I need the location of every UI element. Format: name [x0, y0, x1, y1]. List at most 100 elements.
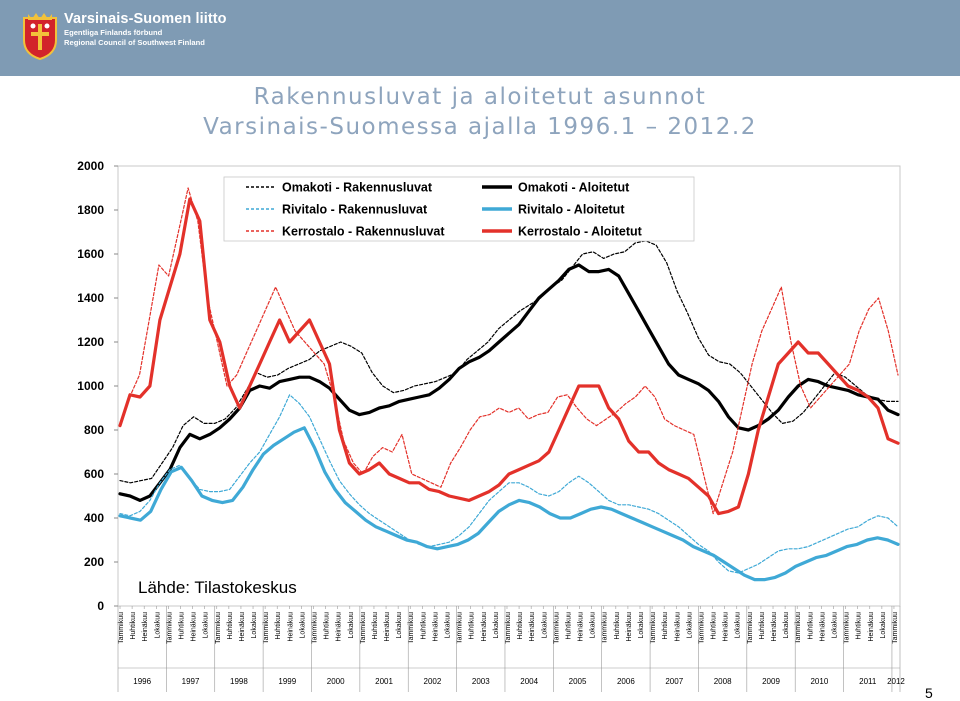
- x-year-label: 2007: [665, 677, 683, 686]
- x-month-tick-label: Heinäkuu: [191, 612, 198, 642]
- x-month-tick-label: Tammikuu: [215, 612, 222, 644]
- x-month-tick-label: Heinäkuu: [674, 612, 681, 642]
- x-month-tick-label: Heinäkuu: [287, 612, 294, 642]
- x-month-tick-label: Heinäkuu: [578, 612, 585, 642]
- x-month-tick-label: Tammikuu: [457, 612, 464, 644]
- x-year-label: 1996: [133, 677, 151, 686]
- x-month-tick-label: Tammikuu: [795, 612, 802, 644]
- x-month-tick-label: Huhtikuu: [227, 612, 234, 640]
- y-tick-label: 1800: [77, 203, 104, 217]
- x-month-tick-label: Lokakuu: [735, 612, 742, 639]
- x-month-tick-label: Huhtikuu: [275, 612, 282, 640]
- coat-of-arms-icon: [23, 13, 57, 60]
- legend: [223, 176, 695, 242]
- x-month-tick-label: Tammikuu: [263, 612, 270, 644]
- x-month-tick-label: Lokakuu: [396, 612, 403, 639]
- slide-title-line2: Varsinais-Suomessa ajalla 1996.1 – 2012.…: [203, 114, 757, 140]
- x-month-tick-label: Huhtikuu: [662, 612, 669, 640]
- source-note: Lähde: Tilastokeskus: [138, 578, 297, 597]
- header-bar: Varsinais-Suomen liitto Egentliga Finlan…: [0, 0, 960, 76]
- x-month-tick-label: Huhtikuu: [856, 612, 863, 640]
- x-month-tick-label: Lokakuu: [638, 612, 645, 639]
- x-month-tick-label: Tammikuu: [118, 612, 125, 644]
- y-tick-label: 2000: [77, 159, 104, 173]
- x-month-tick-label: Lokakuu: [445, 612, 452, 639]
- x-month-tick-label: Tammikuu: [892, 612, 899, 644]
- x-month-tick-label: Lokakuu: [686, 612, 693, 639]
- legend-label-kerrostalo-aloitetut: Kerrostalo - Aloitetut: [518, 225, 643, 239]
- legend-label-omakoti-rakennusluvat: Omakoti - Rakennusluvat: [282, 181, 433, 195]
- x-month-tick-label: Huhtikuu: [130, 612, 137, 640]
- x-year-label: 1998: [230, 677, 248, 686]
- x-month-tick-label: Tammikuu: [312, 612, 319, 644]
- x-month-tick-label: Tammikuu: [650, 612, 657, 644]
- x-month-tick-label: Huhtikuu: [517, 612, 524, 640]
- y-tick-label: 600: [84, 467, 104, 481]
- y-tick-label: 1400: [77, 291, 104, 305]
- x-month-tick-label: Lokakuu: [154, 612, 161, 639]
- x-year-label: 1999: [278, 677, 296, 686]
- x-month-tick-label: Tammikuu: [844, 612, 851, 644]
- x-month-tick-label: Huhtikuu: [711, 612, 718, 640]
- x-year-label: 2010: [810, 677, 828, 686]
- y-tick-label: 400: [84, 511, 104, 525]
- org-name-fi: Varsinais-Suomen liitto: [64, 11, 227, 27]
- y-tick-label: 0: [97, 599, 104, 613]
- x-month-tick-label: Huhtikuu: [614, 612, 621, 640]
- x-month-tick-label: Huhtikuu: [807, 612, 814, 640]
- legend-label-omakoti-aloitetut: Omakoti - Aloitetut: [518, 181, 630, 195]
- x-year-label: 2011: [859, 677, 877, 686]
- x-month-tick-label: Heinäkuu: [384, 612, 391, 642]
- x-month-tick-label: Tammikuu: [505, 612, 512, 644]
- x-year-label: 2004: [520, 677, 538, 686]
- org-name-sv: Egentliga Finlands förbund: [64, 28, 163, 37]
- x-month-tick-label: Huhtikuu: [469, 612, 476, 640]
- x-month-tick-label: Lokakuu: [299, 612, 306, 639]
- x-year-label: 2012: [887, 677, 905, 686]
- x-month-tick-label: Heinäkuu: [819, 612, 826, 642]
- x-month-tick-label: Tammikuu: [553, 612, 560, 644]
- series-line-kerrostalo-aloitetut: [118, 197, 900, 516]
- slide-title-line1: Rakennusluvat ja aloitetut asunnot: [253, 84, 707, 110]
- x-month-tick-label: Huhtikuu: [420, 612, 427, 640]
- x-year-label: 2005: [569, 677, 587, 686]
- x-month-tick-label: Lokakuu: [590, 612, 597, 639]
- x-year-label: 2003: [472, 677, 490, 686]
- x-month-tick-label: Heinäkuu: [529, 612, 536, 642]
- series-line-kerrostalo-rakennusluvat: [119, 187, 899, 515]
- legend-label-rivitalo-rakennusluvat: Rivitalo - Rakennusluvat: [282, 203, 428, 217]
- line-chart: 0 200 400 600 800 1000 1200 1400 1600 1800 2000 Tam…: [77, 159, 905, 692]
- page-number: 5: [925, 685, 933, 701]
- x-month-tick-label: Tammikuu: [602, 612, 609, 644]
- x-month-tick-label: Lokakuu: [880, 612, 887, 639]
- x-month-tick-label: Lokakuu: [541, 612, 548, 639]
- x-year-label: 1997: [182, 677, 200, 686]
- x-month-tick-label: Heinäkuu: [626, 612, 633, 642]
- x-month-tick-label: Heinäkuu: [868, 612, 875, 642]
- x-month-tick-label: Tammikuu: [408, 612, 415, 644]
- x-month-tick-label: Huhtikuu: [178, 612, 185, 640]
- x-month-tick-label: Heinäkuu: [771, 612, 778, 642]
- x-year-label: 2002: [424, 677, 442, 686]
- x-year-label: 2008: [714, 677, 732, 686]
- x-year-label: 2009: [762, 677, 780, 686]
- org-name-en: Regional Council of Southwest Finland: [64, 37, 205, 47]
- series-line-rivitalo-aloitetut: [118, 426, 900, 582]
- x-month-tick-label: Tammikuu: [747, 612, 754, 644]
- x-month-tick-label: Lokakuu: [348, 612, 355, 639]
- y-tick-label: 800: [84, 423, 104, 437]
- organization-name: Varsinais-Suomen liitto Egentliga Finlan…: [64, 11, 227, 47]
- x-month-tick-label: Huhtikuu: [759, 612, 766, 640]
- x-month-tick-label: Tammikuu: [166, 612, 173, 644]
- x-month-tick-label: Lokakuu: [493, 612, 500, 639]
- x-month-tick-label: Heinäkuu: [723, 612, 730, 642]
- x-month-tick-label: Huhtikuu: [372, 612, 379, 640]
- x-year-label: 2001: [375, 677, 393, 686]
- y-tick-label: 1000: [77, 379, 104, 393]
- x-month-tick-label: Lokakuu: [251, 612, 258, 639]
- x-month-tick-label: Huhtikuu: [565, 612, 572, 640]
- series-line-rivitalo-rakennusluvat: [119, 394, 899, 574]
- y-tick-label: 200: [84, 555, 104, 569]
- y-tick-label: 1200: [77, 335, 104, 349]
- x-month-tick-label: Tammikuu: [360, 612, 367, 644]
